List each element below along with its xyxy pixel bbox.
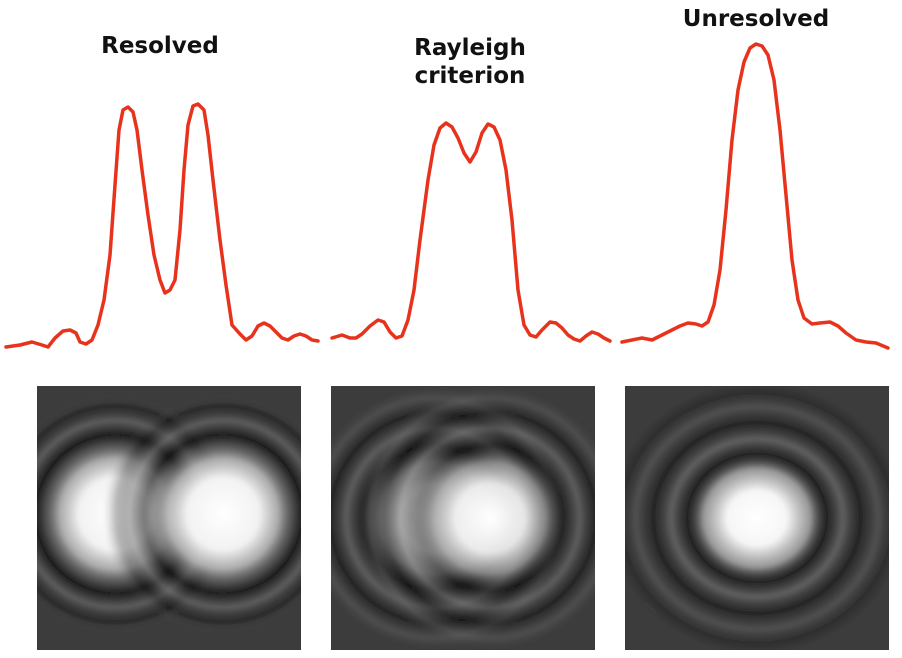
title-resolved: Resolved bbox=[101, 33, 219, 59]
airy-disk-merged bbox=[625, 386, 889, 650]
airy-image-unresolved bbox=[625, 386, 889, 650]
profile-curve-resolved bbox=[4, 102, 320, 349]
airy-disk-right bbox=[103, 394, 301, 634]
airy-image-resolved bbox=[37, 386, 301, 650]
airy-image-rayleigh bbox=[331, 386, 595, 650]
profile-curve-rayleigh bbox=[330, 121, 612, 343]
profile-curve-unresolved bbox=[620, 42, 890, 350]
title-rayleigh-criterion: Rayleigh criterion bbox=[414, 35, 526, 89]
airy-disk-right bbox=[358, 386, 595, 650]
intensity-profiles bbox=[4, 42, 890, 350]
title-unresolved: Unresolved bbox=[682, 6, 830, 32]
